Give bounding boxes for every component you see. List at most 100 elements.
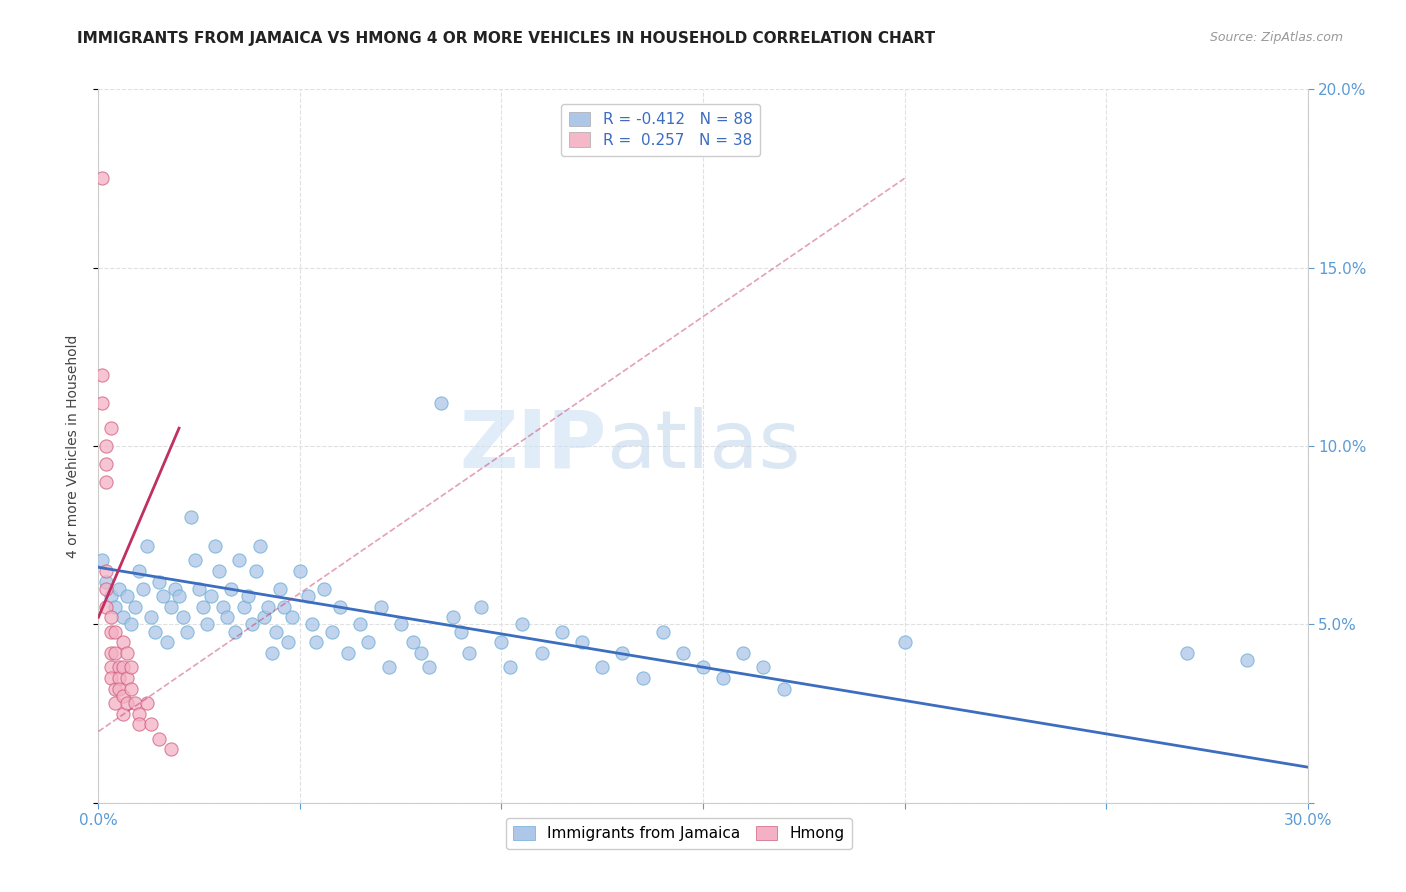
- Point: [551, 624, 574, 639]
- Point: [491, 635, 513, 649]
- Point: [128, 564, 150, 578]
- Point: [172, 610, 194, 624]
- Point: [111, 689, 134, 703]
- Point: [772, 681, 794, 696]
- Point: [273, 599, 295, 614]
- Point: [176, 624, 198, 639]
- Point: [711, 671, 734, 685]
- Point: [184, 553, 207, 567]
- Point: [389, 617, 412, 632]
- Text: IMMIGRANTS FROM JAMAICA VS HMONG 4 OR MORE VEHICLES IN HOUSEHOLD CORRELATION CHA: IMMIGRANTS FROM JAMAICA VS HMONG 4 OR MO…: [77, 31, 935, 46]
- Point: [100, 624, 122, 639]
- Point: [188, 582, 211, 596]
- Point: [156, 635, 179, 649]
- Point: [297, 589, 319, 603]
- Point: [139, 717, 162, 731]
- Point: [124, 599, 146, 614]
- Point: [107, 660, 129, 674]
- Legend: Immigrants from Jamaica, Hmong: Immigrants from Jamaica, Hmong: [506, 818, 852, 848]
- Point: [100, 671, 122, 685]
- Point: [91, 171, 114, 186]
- Text: ZIP: ZIP: [458, 407, 606, 485]
- Point: [143, 624, 166, 639]
- Point: [103, 646, 125, 660]
- Point: [204, 539, 226, 553]
- Point: [180, 510, 202, 524]
- Point: [212, 599, 235, 614]
- Point: [409, 646, 432, 660]
- Point: [163, 582, 186, 596]
- Point: [103, 624, 125, 639]
- Point: [1236, 653, 1258, 667]
- Point: [249, 539, 271, 553]
- Point: [100, 421, 122, 435]
- Point: [128, 717, 150, 731]
- Point: [321, 624, 343, 639]
- Point: [160, 742, 183, 756]
- Point: [91, 368, 114, 382]
- Point: [160, 599, 183, 614]
- Point: [107, 681, 129, 696]
- Point: [349, 617, 371, 632]
- Point: [269, 582, 291, 596]
- Point: [91, 396, 114, 410]
- Point: [305, 635, 328, 649]
- Point: [337, 646, 360, 660]
- Point: [208, 564, 231, 578]
- Point: [591, 660, 613, 674]
- Point: [377, 660, 399, 674]
- Point: [195, 617, 218, 632]
- Point: [1175, 646, 1198, 660]
- Point: [510, 617, 533, 632]
- Point: [893, 635, 915, 649]
- Point: [228, 553, 250, 567]
- Point: [329, 599, 352, 614]
- Point: [120, 681, 142, 696]
- Point: [107, 582, 129, 596]
- Point: [253, 610, 276, 624]
- Point: [193, 599, 215, 614]
- Point: [402, 635, 425, 649]
- Point: [111, 635, 134, 649]
- Point: [96, 439, 118, 453]
- Point: [217, 610, 239, 624]
- Point: [200, 589, 222, 603]
- Point: [128, 706, 150, 721]
- Point: [236, 589, 259, 603]
- Point: [232, 599, 254, 614]
- Point: [111, 706, 134, 721]
- Point: [651, 624, 673, 639]
- Point: [139, 610, 162, 624]
- Point: [91, 553, 114, 567]
- Point: [124, 696, 146, 710]
- Point: [260, 646, 283, 660]
- Point: [692, 660, 714, 674]
- Point: [148, 731, 170, 746]
- Point: [224, 624, 246, 639]
- Point: [256, 599, 278, 614]
- Point: [96, 582, 118, 596]
- Point: [631, 671, 654, 685]
- Point: [100, 660, 122, 674]
- Point: [100, 589, 122, 603]
- Point: [148, 574, 170, 589]
- Point: [240, 617, 263, 632]
- Point: [530, 646, 553, 660]
- Point: [96, 475, 118, 489]
- Point: [357, 635, 380, 649]
- Y-axis label: 4 or more Vehicles in Household: 4 or more Vehicles in Household: [66, 334, 80, 558]
- Point: [301, 617, 323, 632]
- Point: [245, 564, 267, 578]
- Point: [103, 681, 125, 696]
- Point: [103, 599, 125, 614]
- Point: [672, 646, 695, 660]
- Text: Source: ZipAtlas.com: Source: ZipAtlas.com: [1209, 31, 1343, 45]
- Point: [107, 671, 129, 685]
- Point: [96, 457, 118, 471]
- Point: [450, 624, 472, 639]
- Point: [115, 646, 138, 660]
- Point: [370, 599, 392, 614]
- Point: [167, 589, 190, 603]
- Point: [571, 635, 593, 649]
- Point: [612, 646, 634, 660]
